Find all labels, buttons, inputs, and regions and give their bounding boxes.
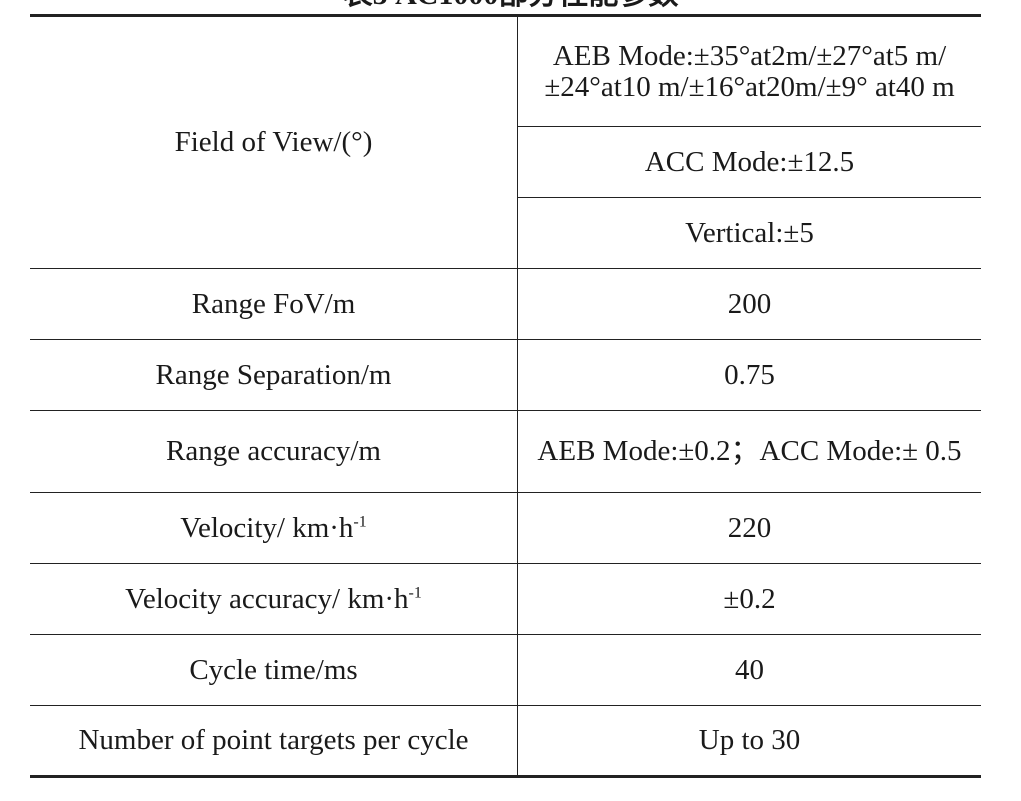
table-row: Field of View/(°) AEB Mode:±35°at2m/±27°… [30,15,981,269]
specs-table: Field of View/(°) AEB Mode:±35°at2m/±27°… [30,14,981,778]
value-cell: 40 [735,653,764,686]
param-cell: Field of View/(°) [30,15,518,269]
value-cell: ±0.2 [723,582,776,615]
param-cell: Range accuracy/m [30,410,518,493]
param-cell: Range Separation/m [30,339,518,411]
value-cell: AEB Mode:±35°at2m/±27°at5 m/±24°at10 m/±… [544,39,955,103]
table-row: Range Separation/m 0.75 [30,339,981,411]
param-cell: Range FoV/m [30,268,518,340]
table-row: Velocity/ km·h-1 220 [30,492,981,564]
value-cell: ACC Mode:±12.5 [644,145,855,178]
value-cell: Vertical:±5 [685,216,814,249]
param-cell: Velocity accuracy/ km·h-1 [30,563,518,635]
value-cell: AEB Mode:±0.2；ACC Mode:± 0.5 [537,435,962,467]
param-cell: Cycle time/ms [30,634,518,706]
table-row: Range accuracy/m AEB Mode:±0.2；ACC Mode:±… [30,410,981,493]
table-row: Cycle time/ms 40 [30,634,981,706]
value-cell: 220 [727,511,772,544]
param-text: Velocity/ km·h [180,511,354,544]
value-cell: 200 [727,287,772,320]
param-cell: Velocity/ km·h-1 [30,492,518,564]
param-superscript: -1 [353,512,367,530]
param-cell: Number of point targets per cycle [30,705,518,777]
table-row: Number of point targets per cycle Up to 3… [30,705,981,777]
value-cell: 0.75 [724,358,775,391]
param-text: Velocity accuracy/ km·h [125,582,409,615]
table-row: Range FoV/m 200 [30,268,981,340]
value-cell: Up to 30 [698,724,801,756]
param-superscript: -1 [408,583,422,601]
table-title: 表5 AC1000部分性能参数 [0,0,1021,12]
table-row: Velocity accuracy/ km·h-1 ±0.2 [30,563,981,635]
